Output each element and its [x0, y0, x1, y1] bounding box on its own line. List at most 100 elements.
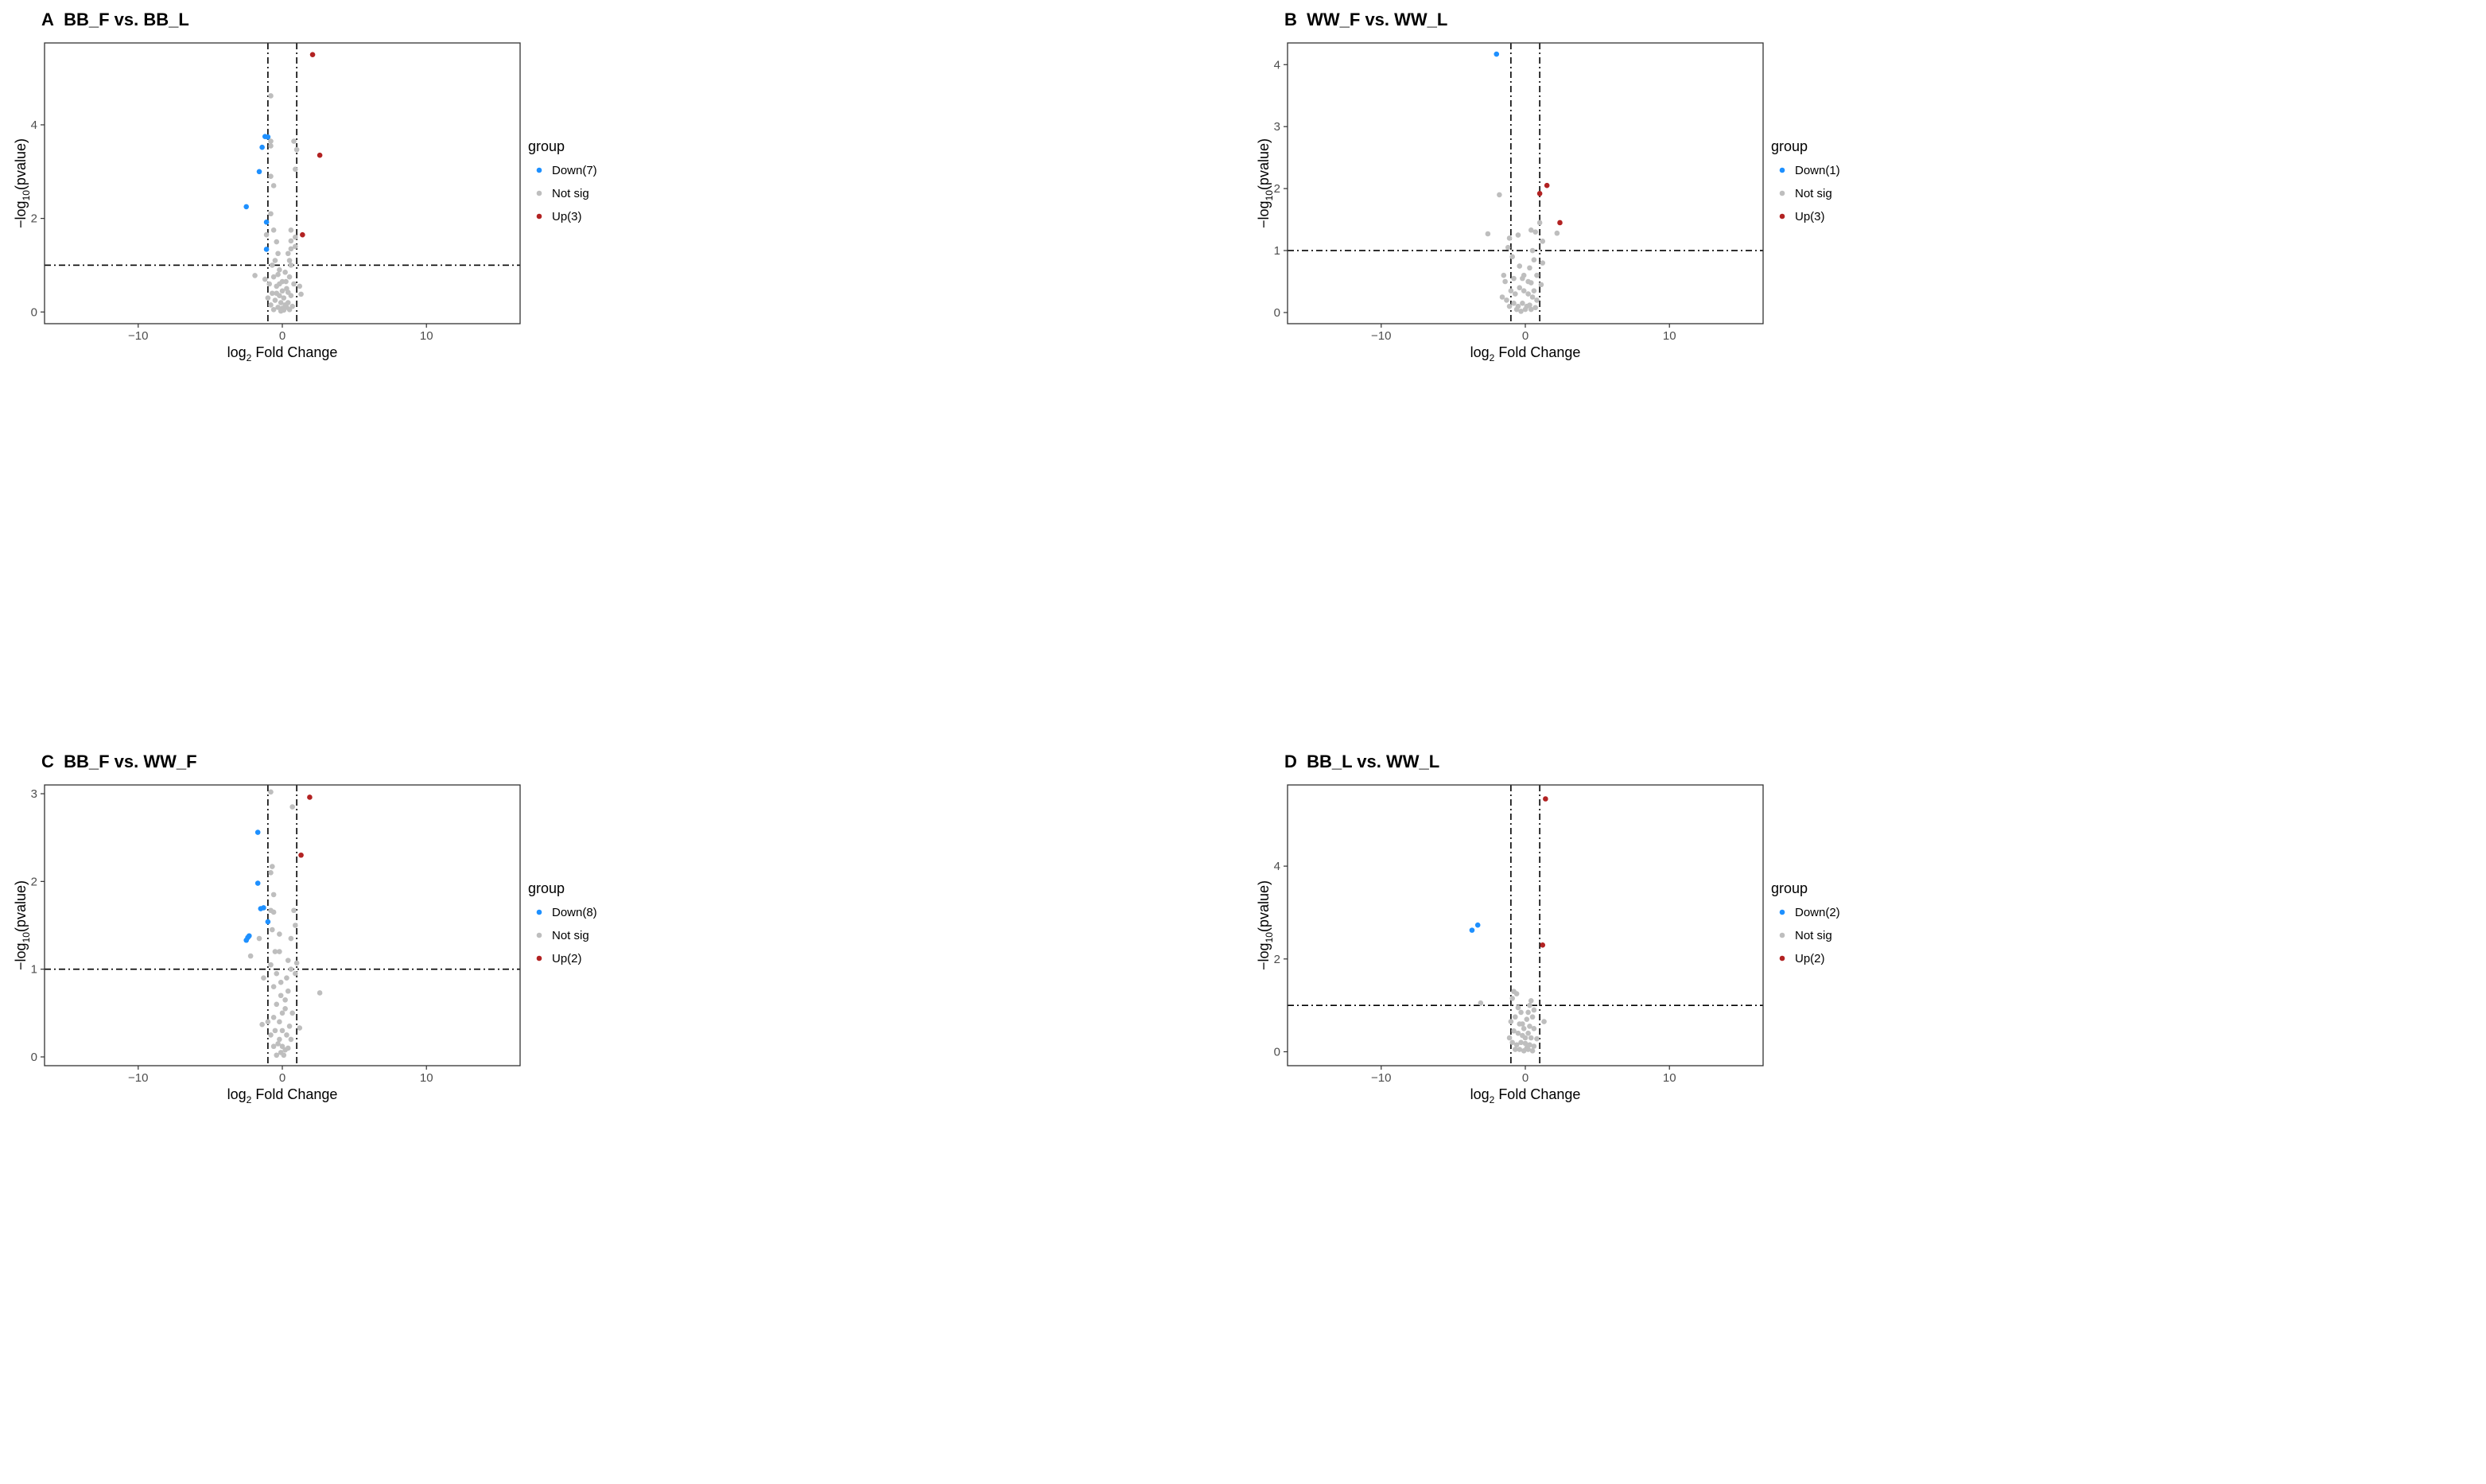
point-down: [258, 906, 264, 911]
point-notsig: [1518, 309, 1524, 314]
point-notsig: [1536, 219, 1543, 226]
point-notsig: [1525, 291, 1531, 297]
point-notsig: [1513, 991, 1520, 996]
panel-letter: D: [1284, 752, 1297, 771]
point-notsig: [1515, 1004, 1521, 1011]
y-tick-label: 0: [31, 305, 37, 319]
point-notsig: [247, 953, 254, 959]
panel-letter: B: [1284, 10, 1297, 29]
point-notsig: [1506, 235, 1513, 241]
point-notsig: [1509, 254, 1515, 260]
y-tick-label: 3: [31, 787, 37, 801]
point-notsig: [286, 274, 293, 280]
point-notsig: [291, 138, 297, 144]
legend-label: Down(1): [1795, 164, 1840, 177]
point-notsig: [1497, 192, 1502, 198]
point-up: [307, 794, 313, 800]
point-notsig: [1515, 1030, 1521, 1036]
point-notsig: [277, 267, 282, 273]
panel-title-a: A BB_F vs. BB_L: [41, 10, 189, 30]
point-notsig: [1508, 1019, 1514, 1024]
point-notsig: [288, 227, 294, 233]
point-notsig: [1478, 1000, 1484, 1006]
point-notsig: [298, 291, 304, 297]
legend-key-down: [536, 167, 542, 173]
point-notsig: [1528, 306, 1534, 313]
point-notsig: [293, 243, 298, 250]
point-notsig: [277, 949, 282, 954]
point-notsig: [268, 1032, 274, 1038]
y-tick-label: 1: [31, 963, 37, 977]
point-notsig: [268, 302, 274, 308]
point-down: [254, 829, 261, 835]
legend-label: Up(3): [552, 210, 582, 223]
point-notsig: [1540, 260, 1546, 266]
point-notsig: [282, 1005, 288, 1012]
point-notsig: [268, 138, 274, 144]
point-notsig: [1522, 306, 1529, 313]
panel-title-text: BB_F vs. BB_L: [64, 10, 189, 29]
point-notsig: [270, 262, 275, 268]
point-notsig: [317, 990, 323, 996]
point-notsig: [252, 273, 258, 278]
y-tick-label: 3: [1274, 120, 1280, 134]
point-notsig: [1513, 1047, 1518, 1052]
point-down: [1494, 51, 1500, 57]
point-up: [1557, 219, 1563, 226]
point-notsig: [293, 146, 300, 153]
point-notsig: [274, 1001, 280, 1008]
point-notsig: [263, 231, 270, 238]
plot-frame: [44, 42, 521, 324]
point-notsig: [270, 984, 277, 990]
point-notsig: [1509, 1039, 1515, 1046]
point-notsig: [278, 300, 284, 305]
point-down: [265, 134, 271, 140]
y-tick-label: 1: [1274, 244, 1280, 258]
point-up: [317, 152, 323, 158]
legend-key-up: [536, 955, 542, 961]
point-notsig: [297, 283, 303, 289]
x-tick-label: −10: [1371, 1071, 1391, 1085]
legend-key-notsig: [536, 190, 542, 196]
point-notsig: [1513, 1014, 1518, 1020]
legend-label: Not sig: [552, 187, 589, 200]
panel-title-text: BB_F vs. WW_F: [64, 752, 197, 771]
point-notsig: [1511, 300, 1517, 306]
point-notsig: [270, 274, 277, 280]
point-notsig: [279, 288, 286, 294]
point-down: [243, 937, 249, 943]
point-notsig: [277, 931, 282, 937]
point-down: [1474, 922, 1481, 928]
point-notsig: [1527, 1024, 1532, 1029]
y-tick-label: 0: [1274, 306, 1280, 320]
x-tick-label: 0: [1522, 1071, 1529, 1085]
point-notsig: [285, 251, 291, 257]
panel-title-c: C BB_F vs. WW_F: [41, 752, 197, 772]
legend-label: Down(8): [552, 906, 597, 919]
x-tick-label: −10: [1371, 329, 1391, 343]
point-notsig: [291, 907, 297, 914]
point-notsig: [1524, 1016, 1530, 1022]
point-notsig: [1528, 227, 1534, 233]
point-notsig: [1520, 1021, 1525, 1027]
point-notsig: [1529, 1048, 1536, 1054]
point-up: [300, 231, 305, 238]
point-notsig: [275, 1041, 281, 1047]
volcano-plot-a: 0 2 4 −10 0 10 log2 Fold Change −log10(pvalue) g…: [13, 42, 597, 363]
point-notsig: [285, 289, 291, 295]
point-notsig: [1529, 294, 1536, 300]
y-axis-title: −log10(pvalue): [1256, 138, 1275, 228]
point-notsig: [262, 276, 268, 282]
y-tick-label: 4: [1274, 860, 1280, 873]
point-notsig: [1508, 288, 1514, 293]
point-notsig: [274, 970, 280, 977]
x-tick-label: 0: [1522, 329, 1529, 343]
point-notsig: [268, 789, 274, 795]
point-notsig: [265, 1019, 271, 1025]
x-tick-label: 10: [1663, 1071, 1676, 1085]
point-notsig: [1529, 247, 1536, 254]
point-notsig: [284, 305, 289, 310]
point-notsig: [1518, 1039, 1524, 1046]
point-notsig: [1517, 285, 1523, 291]
x-tick-label: −10: [128, 1071, 148, 1085]
